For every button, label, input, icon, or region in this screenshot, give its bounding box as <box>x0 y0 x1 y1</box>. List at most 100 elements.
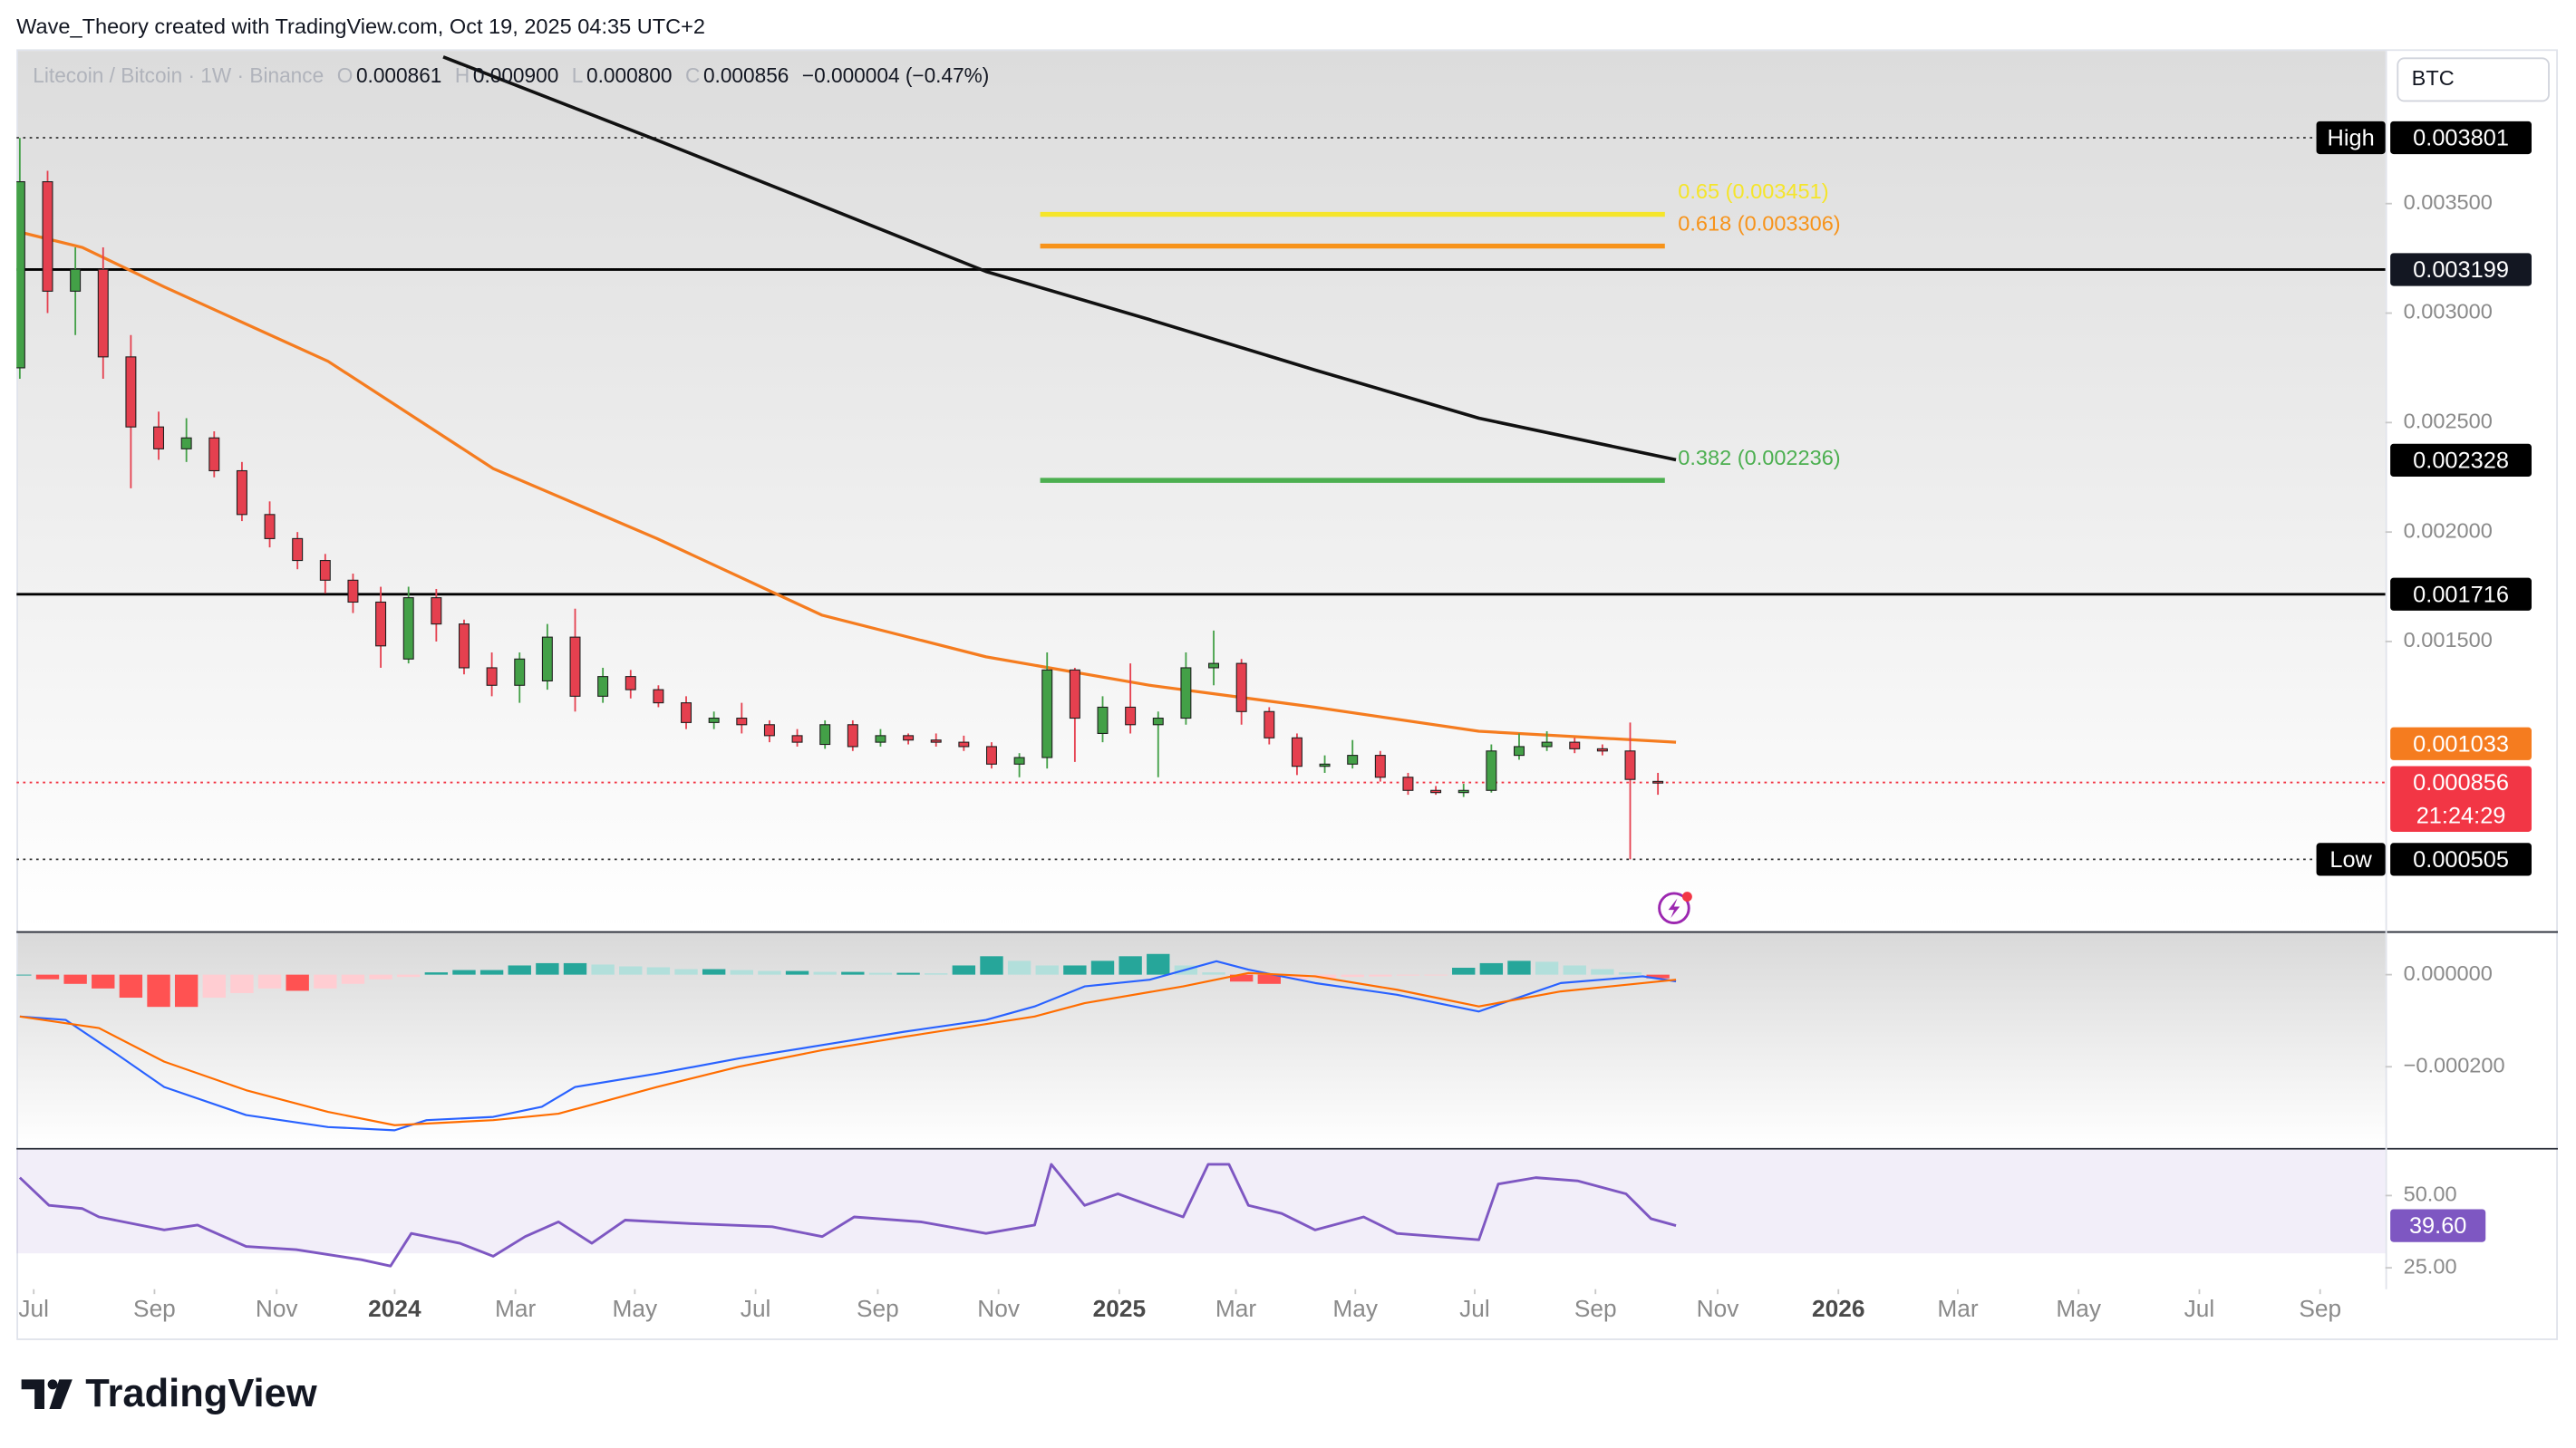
price-label: 0.001716 <box>2413 582 2509 607</box>
price-label-box <box>2390 577 2532 611</box>
alert-icon <box>1658 892 1692 925</box>
macd-histogram-bar <box>174 974 199 1008</box>
legend-item: C <box>685 63 700 87</box>
x-tick-label: Nov <box>977 1295 1021 1322</box>
price-tag: High <box>2328 126 2375 151</box>
candle-body <box>958 741 970 748</box>
y-tick-label: 0.001500 <box>2404 628 2493 652</box>
macd-histogram-bar <box>230 974 254 993</box>
x-tick-label: Nov <box>1697 1295 1740 1322</box>
macd-pane <box>18 932 2386 1148</box>
x-tick-label: Jul <box>18 1295 49 1322</box>
candle-body <box>1264 710 1275 738</box>
macd-histogram-bar <box>1507 961 1531 975</box>
macd-histogram-bar <box>1369 974 1392 977</box>
brand-name: TradingView <box>85 1372 317 1415</box>
candle-body <box>1541 741 1553 748</box>
candle-body <box>347 579 359 603</box>
macd-histogram-bar <box>952 965 976 975</box>
attribution: Wave_Theory created with TradingView.com… <box>16 14 705 38</box>
candle-body <box>1457 789 1469 794</box>
y-tick-label: 0.003000 <box>2404 300 2493 323</box>
x-tick-label: 2024 <box>368 1295 421 1322</box>
candle-body <box>569 636 581 697</box>
candle-body <box>985 746 997 765</box>
macd-histogram-bar <box>92 974 115 989</box>
x-tick-label: Sep <box>133 1295 176 1322</box>
candle-body <box>1180 667 1192 719</box>
candle-body <box>1624 750 1636 780</box>
x-tick-label: May <box>2056 1295 2101 1322</box>
rsi-label-box <box>2390 1209 2486 1242</box>
candle-body <box>819 724 831 746</box>
macd-histogram-bar <box>1563 965 1586 975</box>
macd-histogram-bar <box>1147 953 1170 975</box>
y-tick-label: 0.000000 <box>2404 961 2493 985</box>
macd-histogram-bar <box>35 974 60 980</box>
candle-body <box>42 181 53 292</box>
moving-average <box>442 55 1677 462</box>
macd-histogram-bar <box>1202 972 1225 975</box>
macd-histogram-bar <box>341 974 365 984</box>
macd-histogram-bar <box>1229 974 1254 982</box>
price-tag: Low <box>2329 847 2372 873</box>
candle-body <box>264 514 276 539</box>
macd-histogram-bar <box>1007 961 1031 975</box>
candle-body <box>708 717 720 723</box>
candle-body <box>1347 755 1359 765</box>
legend-item: Litecoin / Bitcoin · 1W · Binance <box>33 63 324 87</box>
candle-body <box>180 437 192 449</box>
candle-body <box>236 469 247 516</box>
rsi-band <box>16 1149 2386 1254</box>
candle-body <box>930 739 942 743</box>
candle-body <box>1041 669 1053 758</box>
macd-histogram-bar <box>1341 974 1364 978</box>
macd-histogram-bar <box>1618 972 1642 975</box>
macd-histogram-bar <box>479 970 504 975</box>
macd-histogram-bar <box>16 974 32 976</box>
price-label-box <box>2390 443 2532 478</box>
macd-histogram-bar <box>619 966 643 975</box>
x-tick-label: Jul <box>1459 1295 1490 1322</box>
candle-body <box>1486 750 1497 791</box>
x-tick-label: Mar <box>1215 1295 1256 1322</box>
x-tick-label: Sep <box>857 1295 899 1322</box>
candle-body <box>1291 737 1303 767</box>
currency-label: BTC <box>2412 66 2455 90</box>
candle-body <box>375 601 387 647</box>
candle-body <box>1208 662 1220 669</box>
macd-histogram-bar <box>1646 974 1670 979</box>
price-label-box <box>2390 843 2532 876</box>
moving-average <box>19 230 1677 744</box>
price-label: 0.000856 <box>2413 770 2509 796</box>
macd-histogram-bar <box>424 972 449 975</box>
rsi-line <box>18 1163 1677 1268</box>
macd-histogram-bar <box>646 967 671 975</box>
rsi-label: 39.60 <box>2409 1213 2466 1239</box>
macd-histogram-bar <box>369 974 392 980</box>
price-label-box <box>2390 727 2532 760</box>
candle-body <box>1125 706 1137 726</box>
macd-histogram-bar <box>286 974 309 991</box>
candle-body <box>1402 777 1414 791</box>
candle-body <box>319 560 331 581</box>
candle-body <box>402 597 414 660</box>
macd-histogram-bar <box>508 965 531 975</box>
brand-logo <box>21 1379 73 1410</box>
fib-label: 0.65 (0.003451) <box>1678 179 1828 203</box>
y-tick-label: 25.00 <box>2404 1254 2457 1278</box>
candle-body <box>1319 763 1331 767</box>
macd-histogram-bar <box>813 971 837 975</box>
macd-histogram-bar <box>591 964 615 975</box>
x-tick-label: May <box>1332 1295 1378 1322</box>
currency-button[interactable] <box>2397 57 2550 102</box>
price-label: 0.002328 <box>2413 448 2509 473</box>
macd-histogram-bar <box>758 970 781 975</box>
x-tick-label: Mar <box>1937 1295 1978 1322</box>
price-label: 0.000505 <box>2413 847 2509 873</box>
macd-histogram-bar <box>452 970 476 975</box>
macd-histogram-bar <box>896 972 920 975</box>
macd-histogram-bar <box>1452 968 1476 975</box>
candle-body <box>763 724 775 737</box>
